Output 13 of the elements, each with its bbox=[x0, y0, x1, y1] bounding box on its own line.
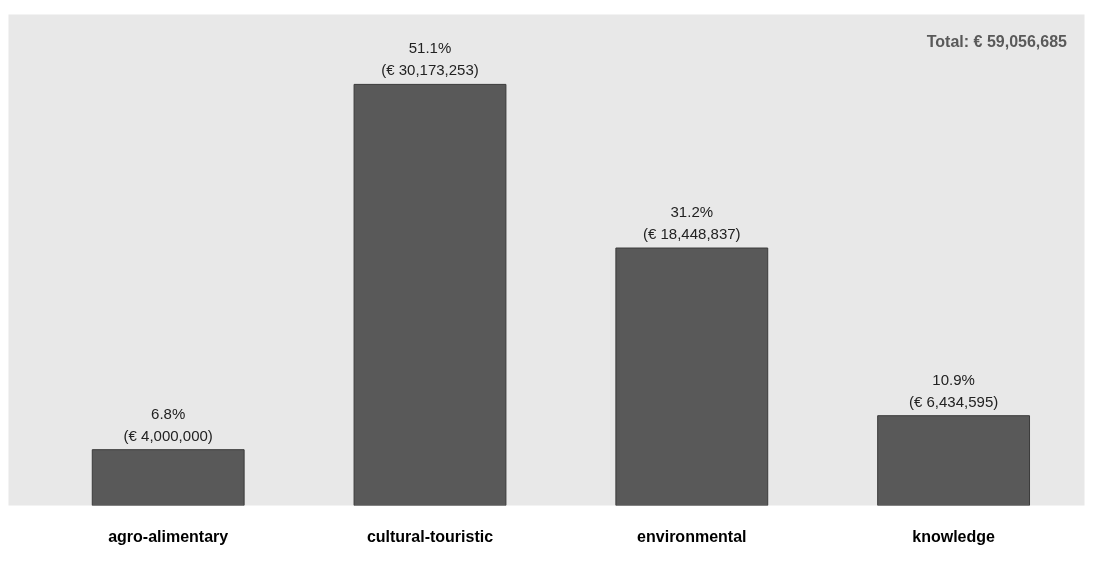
bar bbox=[877, 415, 1031, 506]
data-label: 31.2% (€ 18,448,837) bbox=[643, 202, 741, 243]
x-tick-label: environmental bbox=[637, 527, 747, 545]
data-label: 6.8% (€ 4,000,000) bbox=[123, 404, 213, 444]
x-tick-label: cultural-touristic bbox=[366, 527, 494, 545]
bar bbox=[615, 247, 769, 506]
bar bbox=[91, 449, 245, 506]
data-label: 51.1% (€ 30,173,253) bbox=[381, 39, 479, 79]
x-tick-label: knowledge bbox=[912, 527, 996, 545]
text: Total: € 59,056,685 bbox=[926, 33, 1068, 51]
bar bbox=[353, 83, 507, 506]
data-label: 10.9% (€ 6,434,595) bbox=[908, 370, 999, 410]
x-tick-label: agro-alimentary bbox=[108, 527, 229, 545]
